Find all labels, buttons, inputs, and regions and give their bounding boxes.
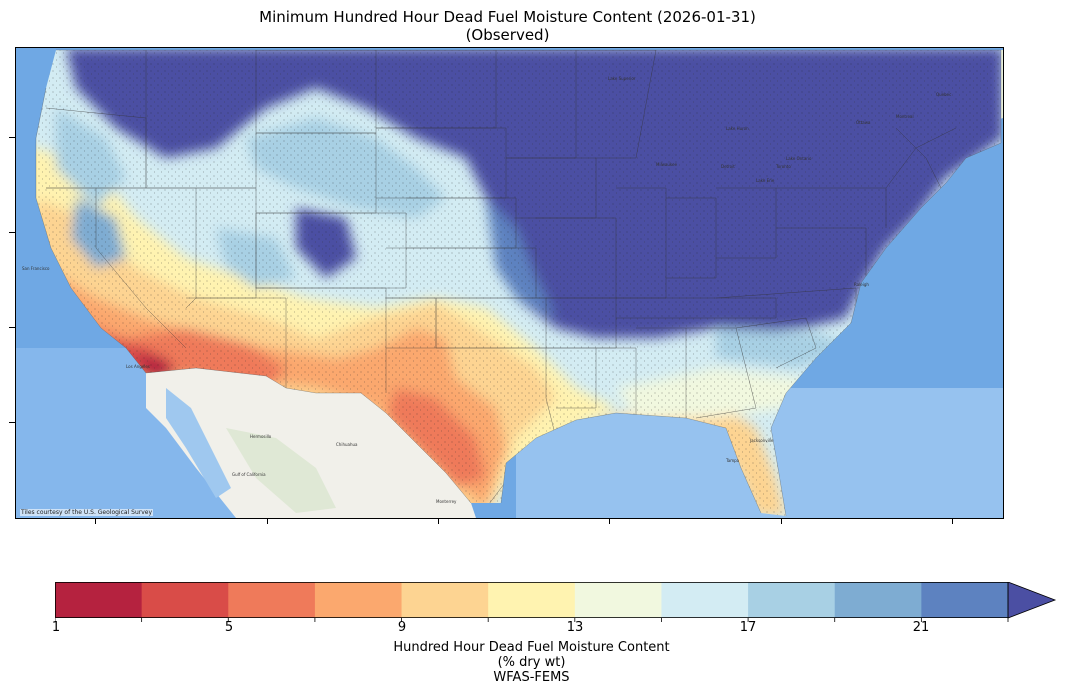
label-jacksonville: Jacksonville	[749, 438, 774, 443]
label-tampa: Tampa	[725, 458, 740, 463]
y-tick-4	[9, 422, 15, 423]
label-milwaukee: Milwaukee	[656, 162, 678, 167]
label-chihuahua: Chihuahua	[336, 442, 358, 447]
colorbar-bin-4	[314, 582, 403, 618]
colorbar-tick-1: 1	[51, 620, 61, 635]
y-tick-3	[9, 327, 15, 328]
colorbar-bin-7	[574, 582, 662, 618]
map-svg: Chihuahua Hermosillo Gulf of California …	[16, 48, 1003, 518]
label-ottawa: Ottawa	[856, 120, 871, 125]
title-line-1: Minimum Hundred Hour Dead Fuel Moisture …	[259, 8, 756, 26]
colorbar-bin-6	[488, 582, 576, 618]
colorbar-tick-9: 9	[397, 620, 407, 635]
x-tick-4	[609, 518, 610, 524]
label-monterrey: Monterrey	[436, 499, 457, 504]
colorbar-tick-21: 21	[912, 620, 930, 635]
colorbar-bin-10	[834, 582, 922, 618]
colorbar-label-line-1: Hundred Hour Dead Fuel Moisture Content	[393, 640, 670, 655]
colorbar-bin-3	[228, 582, 316, 618]
x-tick-1	[95, 518, 96, 524]
colorbar-label-line-3: WFAS-FEMS	[493, 670, 570, 685]
label-toronto: Toronto	[775, 164, 791, 169]
label-detroit: Detroit	[721, 164, 735, 169]
colorbar-bin-2	[141, 582, 229, 618]
title-line-2: (Observed)	[465, 26, 550, 44]
x-tick-6	[952, 518, 953, 524]
label-lake-ontario: Lake Ontario	[786, 156, 812, 161]
colorbar-bin-8	[661, 582, 749, 618]
label-lake-erie: Lake Erie	[756, 178, 775, 183]
label-raleigh: Raleigh	[854, 282, 869, 287]
x-tick-5	[781, 518, 782, 524]
basemap-labels: Chihuahua Hermosillo Gulf of California …	[22, 76, 951, 504]
colorbar-bins	[55, 582, 1009, 618]
label-gulf-of-california: Gulf of California	[232, 472, 266, 477]
label-san-francisco: San Francisco	[22, 266, 50, 271]
x-tick-2	[267, 518, 268, 524]
chart-title: Minimum Hundred Hour Dead Fuel Moisture …	[0, 8, 1015, 44]
colorbar-bin-1	[55, 582, 143, 618]
map-panel[interactable]: Chihuahua Hermosillo Gulf of California …	[15, 47, 1004, 519]
label-lake-superior: Lake Superior	[608, 76, 636, 81]
colorbar-bin-5	[401, 582, 489, 618]
colorbar-label-line-2: (% dry wt)	[497, 655, 566, 670]
x-tick-3	[438, 518, 439, 524]
y-tick-1	[9, 137, 15, 138]
colorbar-tick-5: 5	[224, 620, 234, 635]
colorbar-ticks	[55, 618, 1009, 622]
colorbar-tick-13: 13	[566, 620, 584, 635]
mexico-land	[146, 368, 476, 518]
state-borders	[45, 50, 957, 509]
tile-credit: Tiles courtesy of the U.S. Geological Su…	[20, 509, 154, 516]
colorbar-label: Hundred Hour Dead Fuel Moisture Content …	[55, 640, 1008, 685]
label-los-angeles: Los Angeles	[126, 364, 150, 369]
colorbar	[55, 582, 1057, 622]
colorbar-bin-9	[748, 582, 836, 618]
y-tick-2	[9, 232, 15, 233]
colorbar-bin-11	[921, 582, 1009, 618]
label-montreal: Montreal	[896, 114, 914, 119]
label-lake-huron: Lake Huron	[726, 126, 749, 131]
colorbar-extend-arrow	[1007, 582, 1057, 619]
label-quebec: Quebec	[936, 92, 951, 97]
colorbar-tick-17: 17	[739, 620, 757, 635]
label-hermosillo: Hermosillo	[250, 434, 272, 439]
